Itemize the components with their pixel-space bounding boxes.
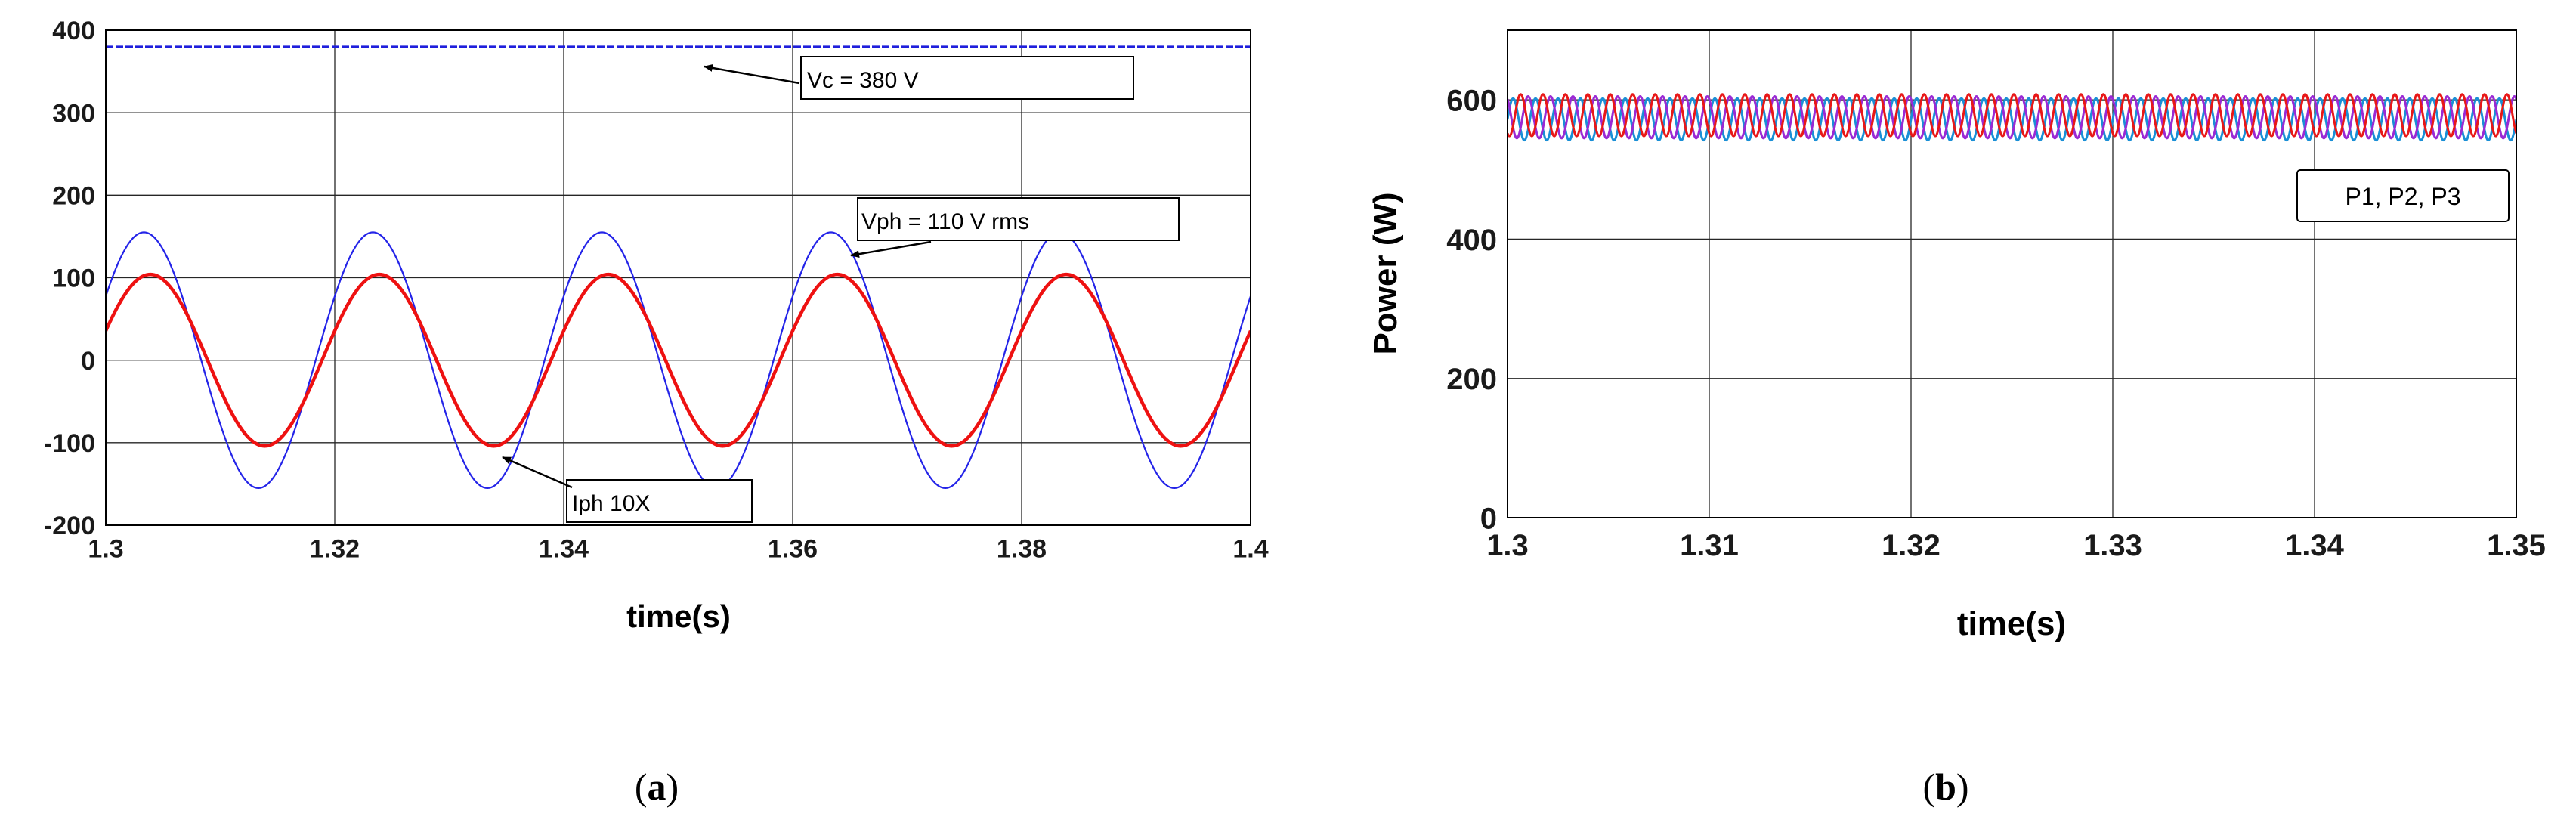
x-tick-label: 1.35 [2487,529,2546,562]
caption-a: (a) [635,766,679,808]
x-tick-label: 1.38 [997,535,1047,564]
series-line-p2 [1508,95,2516,140]
chart-a-y-ticks: -200 -100 0 100 200 300 400 [44,17,95,540]
x-tick-label: 1.3 [88,535,123,564]
annotation-vc-text: Vc = 380 V [807,68,919,93]
x-tick-label: 1.32 [310,535,360,564]
x-tick-label: 1.34 [2285,529,2345,562]
chart-a-xlabel: time(s) [626,598,731,634]
annotation-power-box [2296,169,2510,222]
x-tick-label: 1.36 [768,535,818,564]
annotation-iph: Iph 10X [502,456,753,523]
chart-a-frame [105,29,1251,526]
y-tick-label: 600 [1446,85,1497,118]
y-tick-label: 300 [52,99,95,128]
chart-b-y-ticks: 0 200 400 600 [1446,85,1497,536]
annotation-power-text: P1, P2, P3 [2346,183,2461,210]
series-line-p1 [1508,97,2516,142]
y-tick-label: 0 [1480,502,1497,535]
y-tick-label: 200 [1446,363,1497,396]
caption-a-letter: a [648,766,666,808]
chart-b-series [1508,93,2516,142]
annotation-power-legend: P1, P2, P3 [2296,169,2510,222]
y-tick-label: -200 [44,512,95,540]
y-tick-label: 0 [81,347,95,376]
annotation-vph-text: Vph = 110 V rms [861,209,1029,234]
chart-a-x-ticks: 1.3 1.32 1.34 1.36 1.38 1.4 [88,535,1268,564]
caption-a-close: ) [666,766,679,808]
annotation-vc-box [800,56,1134,100]
chart-b-plot-area [1508,30,2516,518]
y-tick-label: 100 [52,264,95,293]
caption-b-open: ( [1922,766,1935,808]
caption-a-open: ( [635,766,648,808]
annotation-vc-arrow [704,63,800,85]
y-tick-label: -100 [44,429,95,458]
x-tick-label: 1.33 [2083,529,2142,562]
chart-b: 0 200 400 600 1.3 1.31 1.32 1.33 1.34 1.35 time(… [1367,29,2546,808]
series-line-p3 [1508,93,2516,138]
annotation-vph-arrow [850,240,932,258]
chart-b-xlabel: time(s) [1957,605,2066,642]
x-tick-label: 1.32 [1882,529,1941,562]
x-tick-label: 1.31 [1680,529,1739,562]
x-tick-label: 1.34 [539,535,589,564]
y-tick-label: 200 [52,182,95,211]
annotation-iph-text: Iph 10X [572,491,650,516]
annotation-vph-box [857,197,1180,241]
caption-b-letter: b [1935,766,1956,808]
x-tick-label: 1.3 [1486,529,1529,562]
annotation-vc: Vc = 380 V [704,56,1134,100]
caption-b: (b) [1922,766,1968,808]
chart-b-ylabel: Power (W) [1367,192,1404,354]
annotation-iph-arrow [502,456,573,489]
chart-b-frame [1507,29,2517,518]
caption-b-close: ) [1956,766,1969,808]
x-tick-label: 1.4 [1232,535,1268,564]
annotation-vph: Vph = 110 V rms [850,197,1180,258]
series-line-iph [106,272,1251,448]
annotation-iph-box [566,479,753,523]
y-tick-label: 400 [1446,224,1497,257]
y-tick-label: 400 [52,17,95,45]
chart-b-x-ticks: 1.3 1.31 1.32 1.33 1.34 1.35 [1486,529,2546,562]
